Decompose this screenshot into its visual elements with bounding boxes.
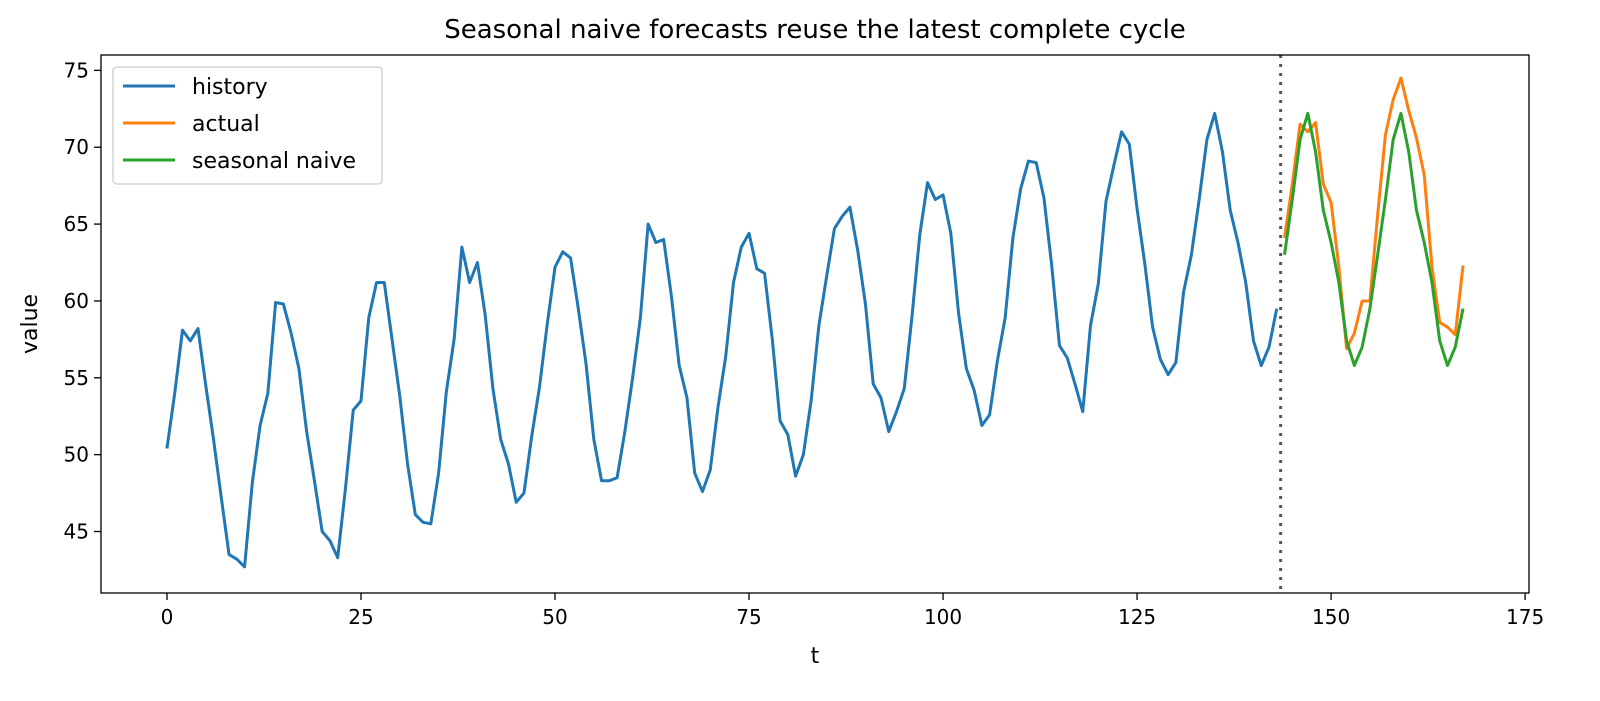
chart-title: Seasonal naive forecasts reuse the lates… (444, 15, 1186, 45)
x-tick-label: 75 (736, 605, 761, 629)
y-tick-label: 65 (64, 212, 89, 236)
y-tick-label: 75 (64, 58, 89, 82)
y-tick-label: 60 (64, 289, 89, 313)
y-tick-label: 55 (64, 366, 89, 390)
x-tick-label: 175 (1506, 605, 1544, 629)
plot-lines (165, 76, 1465, 569)
legend-label-seasonal-naive: seasonal naive (192, 149, 356, 174)
y-tick-label: 50 (64, 443, 89, 467)
x-tick-label: 0 (161, 605, 174, 629)
axes-frame (100, 54, 1530, 594)
y-axis-label: value (18, 294, 43, 354)
x-tick-label: 100 (924, 605, 962, 629)
x-tick-label: 150 (1312, 605, 1350, 629)
legend: history actual seasonal naive (112, 66, 383, 185)
legend-box (112, 66, 383, 185)
series-line-seasonal-naive (1283, 111, 1465, 367)
y-tick-label: 70 (64, 135, 89, 159)
legend-label-history: history (192, 75, 268, 100)
legend-label-actual: actual (192, 112, 260, 137)
series-line-history (165, 111, 1279, 569)
x-axis-label: t (811, 644, 820, 669)
y-tick-label: 45 (64, 520, 89, 544)
x-tick-label: 125 (1118, 605, 1156, 629)
x-tick-label: 25 (348, 605, 373, 629)
series-line-actual (1283, 76, 1465, 351)
axis-ticks: 0 25 50 75 100 125 150 175 45 50 55 60 65 70 75 (64, 58, 1545, 629)
x-tick-label: 50 (542, 605, 567, 629)
